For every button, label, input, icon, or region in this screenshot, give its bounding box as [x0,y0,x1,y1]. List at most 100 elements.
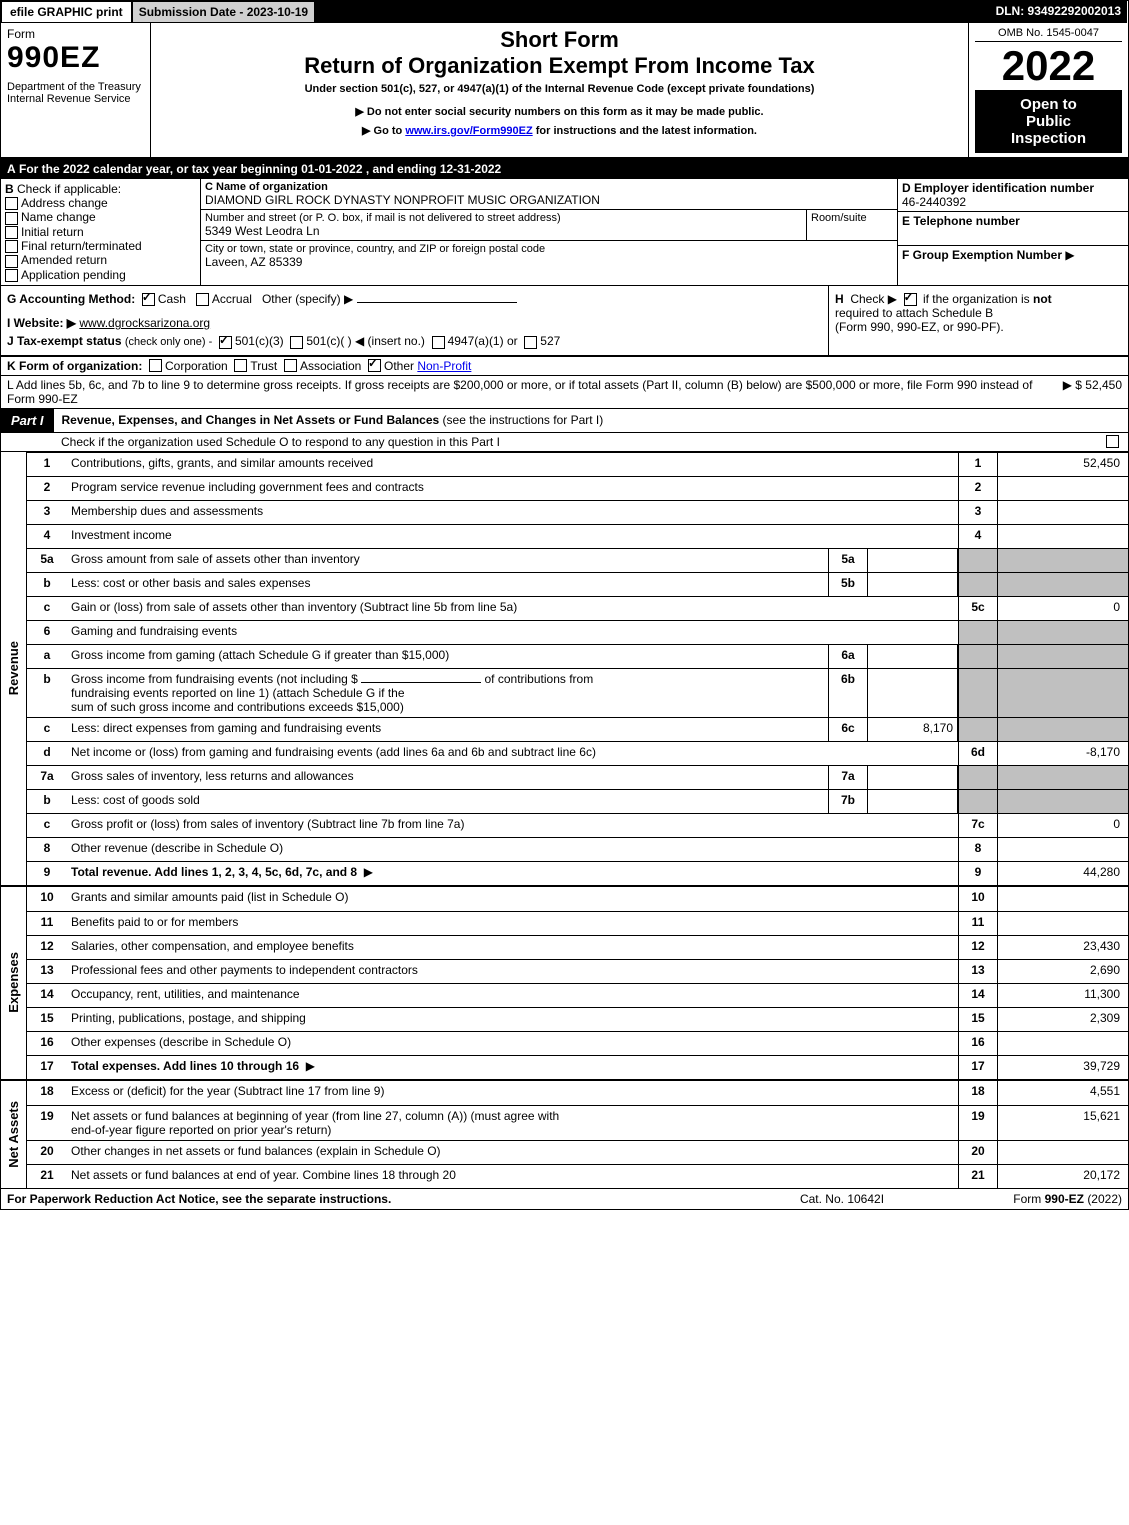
checkbox-other-org[interactable] [368,359,381,372]
footer-catno: Cat. No. 10642I [742,1192,942,1206]
checkbox-name-change[interactable] [5,212,18,225]
checkbox-527[interactable] [524,336,537,349]
line-6b-desc-c: fundraising events reported on line 1) (… [71,686,405,700]
checkbox-association[interactable] [284,359,297,372]
checkbox-address-change[interactable] [5,197,18,210]
line-1-num: 1 [958,453,998,476]
efile-print-button[interactable]: efile GRAPHIC print [1,1,132,23]
room-label: Room/suite [811,212,893,224]
checkbox-501c[interactable] [290,336,303,349]
checkbox-amended[interactable] [5,255,18,268]
dln-number: DLN: 93492292002013 [990,1,1128,23]
checkbox-app-pending[interactable] [5,269,18,282]
part-i-hint: (see the instructions for Part I) [443,413,604,427]
k-o2: Trust [250,359,277,373]
irs-link[interactable]: www.irs.gov/Form990EZ [405,125,532,137]
line-18-num: 18 [958,1081,998,1105]
line-12-num: 12 [958,936,998,959]
line-6a-desc: Gross income from gaming (attach Schedul… [71,648,449,662]
checkbox-sched-b[interactable] [904,293,917,306]
h-if: if the organization is [923,292,1030,306]
line-9-val: 44,280 [998,862,1128,885]
g-accrual: Accrual [212,292,252,306]
line-10-val [998,887,1128,911]
line-10-num: 10 [958,887,998,911]
website-link[interactable]: www.dgrocksarizona.org [79,316,210,330]
f-arrow: ▶ [1065,248,1074,262]
checkbox-schedule-o[interactable] [1106,435,1119,448]
b-opt-5: Application pending [21,268,126,282]
line-18-desc: Excess or (deficit) for the year (Subtra… [71,1084,384,1098]
line-20-desc: Other changes in net assets or fund bala… [71,1144,441,1158]
line-16-desc: Other expenses (describe in Schedule O) [71,1035,291,1049]
checkbox-trust[interactable] [234,359,247,372]
k-o1: Corporation [165,359,228,373]
i-label: I Website: ▶ [7,316,76,330]
checkbox-initial-return[interactable] [5,226,18,239]
line-13-num: 13 [958,960,998,983]
line-1-desc: Contributions, gifts, grants, and simila… [71,456,373,470]
line-19-desc2: end-of-year figure reported on prior yea… [71,1123,331,1137]
line-21-val: 20,172 [998,1165,1128,1188]
g-cash: Cash [158,292,186,306]
revenue-vlabel: Revenue [4,637,23,699]
h-not: not [1033,292,1052,306]
footer-form-yr: (2022) [1087,1192,1122,1206]
line-10-desc: Grants and similar amounts paid (list in… [71,890,348,904]
line-11-val [998,912,1128,935]
expenses-vlabel: Expenses [4,948,23,1017]
submission-date: Submission Date - 2023-10-19 [132,1,315,23]
line-13-val: 2,690 [998,960,1128,983]
subtitle: Under section 501(c), 527, or 4947(a)(1)… [157,83,962,95]
netassets-vlabel: Net Assets [4,1097,23,1172]
line-4-num: 4 [958,525,998,548]
line-21-num: 21 [958,1165,998,1188]
line-6d-val: -8,170 [998,742,1128,765]
line-15-desc: Printing, publications, postage, and shi… [71,1011,306,1025]
line-13-desc: Professional fees and other payments to … [71,963,418,977]
line-5b-mid: 5b [828,573,868,596]
checkbox-cash[interactable] [142,293,155,306]
j-o4: 527 [540,334,560,348]
d-label: D Employer identification number [902,181,1094,195]
b-heading: Check if applicable: [17,182,121,196]
line-7b-midval [868,790,958,813]
line-20-num: 20 [958,1141,998,1164]
line-4-desc: Investment income [71,528,172,542]
checkbox-accrual[interactable] [196,293,209,306]
street-address: 5349 West Leodra Ln [205,224,802,238]
k-label: K Form of organization: [7,359,142,373]
f-label: F Group Exemption Number [902,248,1062,262]
line-14-num: 14 [958,984,998,1007]
line-6-desc: Gaming and fundraising events [71,624,237,638]
h-check: Check ▶ [850,292,897,306]
line-1-val: 52,450 [998,453,1128,476]
checkbox-501c3[interactable] [219,336,232,349]
dept-treasury: Department of the Treasury [7,81,144,93]
line-9-desc: Total revenue. Add lines 1, 2, 3, 4, 5c,… [71,865,357,879]
checkbox-final-return[interactable] [5,240,18,253]
line-11-desc: Benefits paid to or for members [71,915,238,929]
line-17-val: 39,729 [998,1056,1128,1079]
line-8-val [998,838,1128,861]
h-rest: required to attach Schedule B [835,306,993,320]
line-19-num: 19 [958,1106,998,1140]
checkbox-corporation[interactable] [149,359,162,372]
line-7a-desc: Gross sales of inventory, less returns a… [71,769,354,783]
k-other-val[interactable]: Non-Profit [417,359,471,373]
line-6d-desc: Net income or (loss) from gaming and fun… [71,745,596,759]
l-amount: ▶ $ 52,450 [1063,378,1122,406]
part-i-title: Revenue, Expenses, and Changes in Net As… [62,413,440,427]
line-7c-desc: Gross profit or (loss) from sales of inv… [71,817,464,831]
checkbox-4947[interactable] [432,336,445,349]
top-bar: efile GRAPHIC print Submission Date - 20… [1,1,1128,23]
line-15-num: 15 [958,1008,998,1031]
line-12-val: 23,430 [998,936,1128,959]
form-label: Form [7,27,144,41]
line-5a-desc: Gross amount from sale of assets other t… [71,552,360,566]
line-5c-desc: Gain or (loss) from sale of assets other… [71,600,517,614]
h-rest2: (Form 990, 990-EZ, or 990-PF). [835,320,1004,334]
b-opt-0: Address change [21,196,108,210]
footer-form-no: 990-EZ [1045,1192,1084,1206]
line-5b-midval [868,573,958,596]
